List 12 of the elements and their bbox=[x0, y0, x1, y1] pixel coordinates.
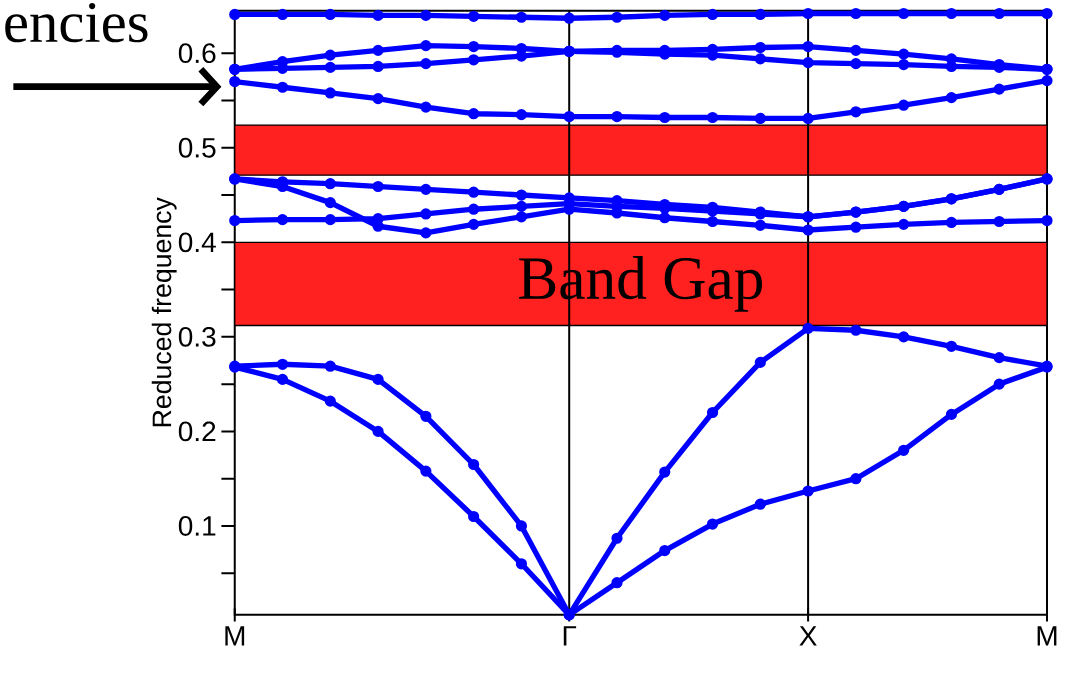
y-tick-label: 0.6 bbox=[178, 43, 216, 64]
x-tick-label: M bbox=[1037, 626, 1057, 646]
y-tick-label: 0.4 bbox=[178, 232, 216, 253]
x-tick-label: M bbox=[225, 626, 245, 646]
x-tick-label: Γ bbox=[563, 626, 577, 646]
x-tick-label: X bbox=[799, 626, 817, 646]
y-tick-label: 0.3 bbox=[178, 327, 216, 348]
y-tick-label: 0.2 bbox=[178, 421, 216, 442]
y-tick-label: 0.1 bbox=[178, 516, 216, 537]
y-tick-label: 0.5 bbox=[178, 138, 216, 158]
text: encies bbox=[5, 3, 148, 43]
y-axis-title: Reduced frequency bbox=[151, 197, 177, 427]
